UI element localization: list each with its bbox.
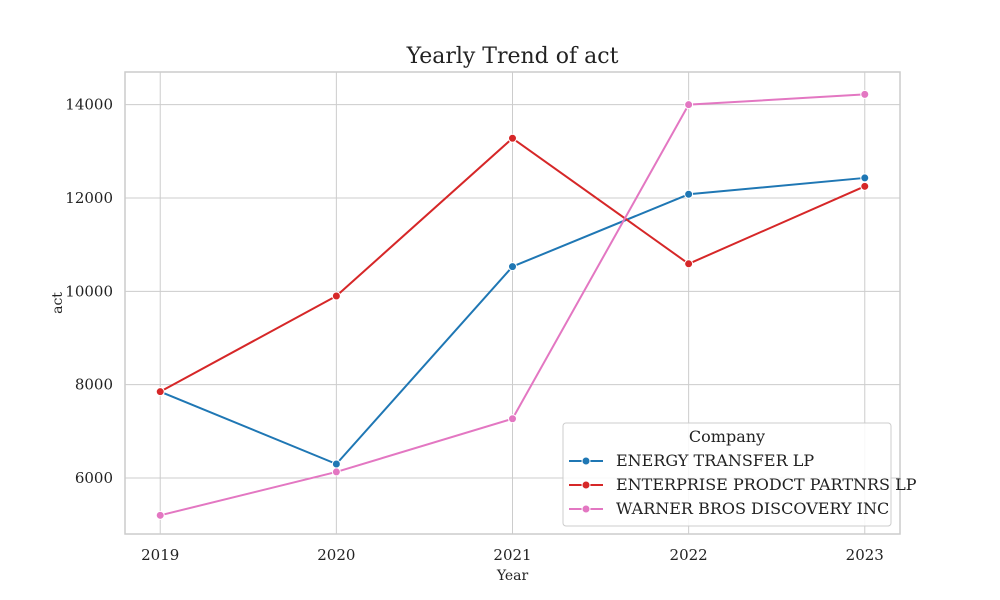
x-tick-label: 2020 [317, 546, 355, 564]
data-point [155, 387, 165, 397]
y-tick-label: 10000 [65, 282, 113, 300]
data-point [508, 133, 517, 143]
y-tick-label: 14000 [65, 96, 113, 114]
chart-title: Yearly Trend of act [406, 44, 619, 69]
legend-items: ENERGY TRANSFER LP ENTERPRISE PRODCT PART… [569, 451, 917, 518]
y-tick-label: 12000 [65, 189, 113, 207]
data-point [860, 173, 870, 183]
legend-marker [581, 456, 591, 466]
x-tick-label: 2022 [670, 546, 708, 564]
legend-label: ENERGY TRANSFER LP [616, 451, 814, 470]
data-point [331, 467, 341, 477]
legend-label: ENTERPRISE PRODCT PARTNRS LP [616, 475, 917, 494]
legend-title: Company [689, 427, 765, 446]
series-layer [155, 89, 870, 520]
plot-frame [124, 71, 901, 535]
legend-label: WARNER BROS DISCOVERY INC [616, 499, 889, 518]
data-point [684, 189, 694, 199]
grid [125, 72, 900, 534]
x-axis-label: Year [496, 568, 529, 584]
legend-marker [581, 480, 591, 490]
series-3 [155, 89, 870, 520]
x-tick-label: 2019 [141, 546, 179, 564]
legend-box [562, 422, 892, 527]
data-point [684, 259, 694, 269]
data-point [508, 414, 517, 424]
data-point [155, 510, 165, 520]
data-point [331, 291, 341, 301]
x-tick-label: 2021 [493, 546, 531, 564]
y-tick-label: 8000 [75, 376, 113, 394]
y-axis-label: act [50, 292, 66, 314]
data-point [860, 181, 870, 191]
data-point [860, 89, 870, 99]
data-point [508, 262, 517, 272]
tick-labels: 2019 2020 2021 2022 2023 6000 8000 10000 12000 14… [65, 96, 884, 564]
legend-item: ENTERPRISE PRODCT PARTNRS LP [569, 475, 917, 494]
data-point [684, 100, 694, 110]
legend-item: ENERGY TRANSFER LP [569, 451, 814, 470]
legend: Company ENERGY TRANSFER LP ENTERPRISE PRO… [562, 422, 917, 527]
x-tick-label: 2023 [846, 546, 884, 564]
series-2 [155, 133, 870, 397]
data-point [331, 459, 341, 469]
y-tick-label: 6000 [75, 469, 113, 487]
legend-item: WARNER BROS DISCOVERY INC [569, 499, 889, 518]
legend-marker [581, 504, 591, 514]
